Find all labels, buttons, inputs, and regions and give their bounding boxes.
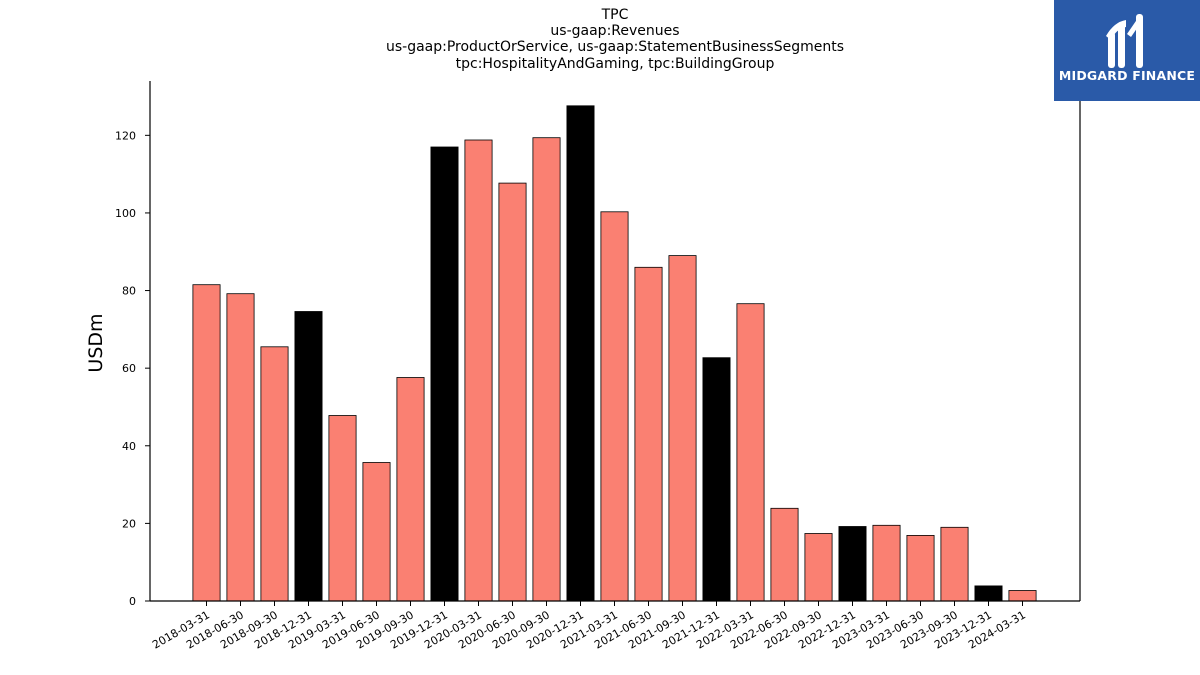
y-tick-label: 100 [115,207,136,220]
y-tick-label: 20 [122,517,136,530]
y-tick-label: 0 [129,595,136,608]
bar [804,533,833,602]
bar [362,462,391,602]
bar [702,357,731,602]
bar [192,284,221,602]
y-tick-label: 60 [122,362,136,375]
bar [634,266,663,602]
logo-name: MIDGARD FINANCE [1058,68,1196,83]
bar [566,105,595,602]
bar [532,137,561,602]
bar [974,585,1003,602]
bar [736,303,765,602]
y-tick-label: 80 [122,285,136,298]
bar [430,146,459,602]
bar [498,182,527,602]
bar [1008,590,1037,602]
midgard-finance-logo: MIDGARD FINANCE [1054,0,1200,101]
bar [940,526,969,602]
title-line-1: TPC [601,7,629,23]
bar [464,139,493,602]
bar [600,211,629,602]
title-line-3: us-gaap:ProductOrService, us-gaap:Statem… [385,39,844,55]
y-tick-label: 120 [115,129,136,142]
logo-mark-icon [1106,14,1143,68]
bar [770,507,799,602]
bar [396,377,425,602]
bar [260,346,289,602]
bar [294,311,323,602]
bar [906,535,935,602]
bar [838,526,867,602]
y-axis-label: USDm [85,313,107,372]
title-line-2: us-gaap:Revenues [550,23,680,39]
y-tick-label: 40 [122,440,136,453]
bar [872,524,901,602]
title-line-4: tpc:HospitalityAndGaming, tpc:BuildingGr… [455,56,775,72]
bar [328,415,357,602]
bar [668,255,697,602]
bar [226,293,255,602]
